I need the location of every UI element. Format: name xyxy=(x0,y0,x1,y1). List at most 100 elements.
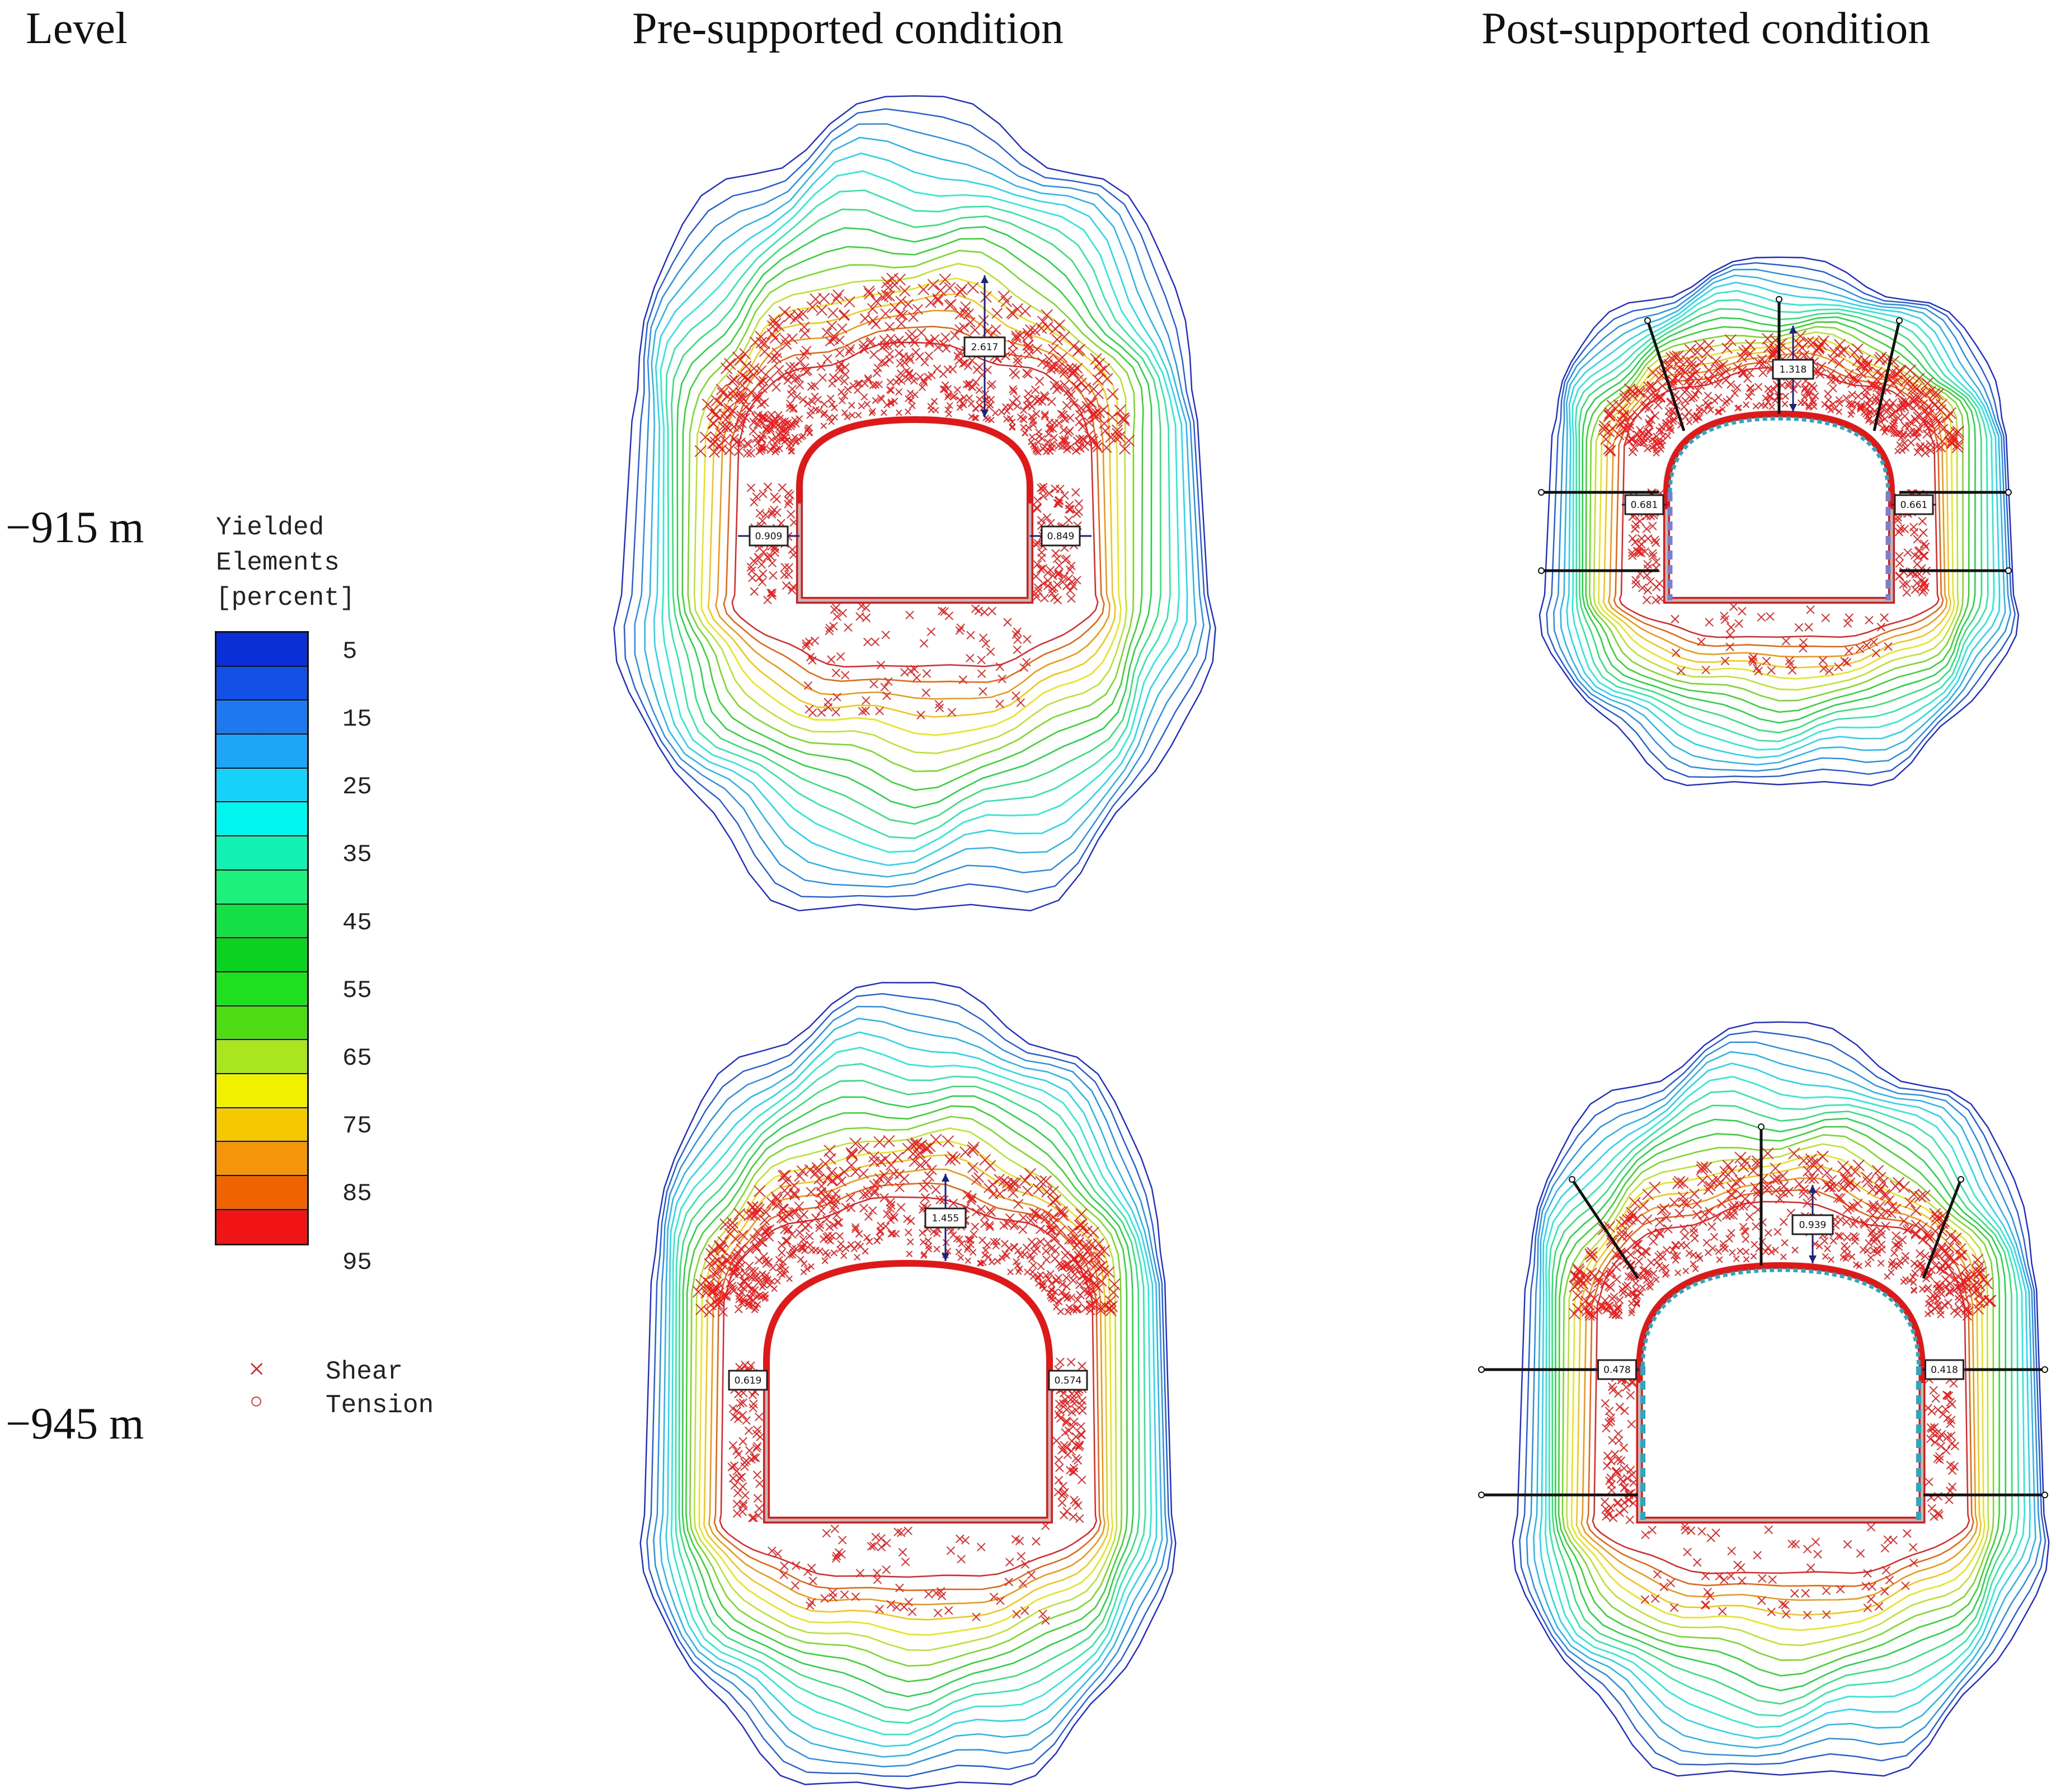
shear-mark xyxy=(704,1306,715,1318)
legend-band-8 xyxy=(217,904,307,939)
shear-mark xyxy=(1934,417,1945,429)
shear-mark xyxy=(1848,1201,1859,1211)
shear-mark xyxy=(695,1304,707,1315)
shear-mark xyxy=(944,1606,953,1615)
shear-mark xyxy=(1672,350,1684,363)
shear-mark xyxy=(1613,1455,1622,1464)
shear-mark xyxy=(739,348,751,360)
shear-mark xyxy=(956,396,963,404)
shear-mark xyxy=(1029,433,1036,440)
shear-mark xyxy=(943,365,952,374)
shear-mark xyxy=(1733,383,1742,392)
shear-mark xyxy=(1584,1300,1595,1311)
shear-mark xyxy=(1911,1205,1922,1216)
shear-mark xyxy=(1057,1210,1069,1221)
right-depth-box xyxy=(1048,1370,1088,1391)
shear-mark xyxy=(783,1236,792,1245)
shear-mark xyxy=(754,1301,761,1308)
shear-mark xyxy=(1119,443,1131,455)
shear-mark xyxy=(905,610,914,620)
shear-mark xyxy=(1082,1246,1093,1257)
shear-mark xyxy=(1105,1305,1117,1316)
shear-mark xyxy=(892,1151,904,1163)
shear-mark xyxy=(1089,1252,1100,1263)
shear-mark xyxy=(730,1481,740,1490)
shear-mark xyxy=(1893,1177,1904,1189)
shear-mark xyxy=(885,355,894,364)
shear-mark xyxy=(1076,377,1087,388)
shear-mark xyxy=(1042,1255,1051,1264)
shear-mark xyxy=(1088,435,1099,446)
shear-mark xyxy=(1724,334,1737,346)
shear-mark xyxy=(1039,391,1049,400)
shear-mark xyxy=(860,313,871,324)
shear-mark xyxy=(755,337,768,349)
shear-mark xyxy=(1601,1504,1610,1513)
shear-mark xyxy=(736,1244,746,1254)
shear-mark xyxy=(895,309,906,320)
shear-mark xyxy=(980,291,992,303)
contour-ring-8 xyxy=(676,226,1152,809)
shear-mark xyxy=(1758,401,1765,408)
shear-mark xyxy=(1929,1208,1941,1220)
shear-mark xyxy=(811,382,819,390)
shear-mark xyxy=(1726,396,1734,403)
shear-mark xyxy=(1933,1454,1942,1463)
legend-band-12 xyxy=(217,1040,307,1074)
shear-mark xyxy=(759,569,768,578)
shear-mark xyxy=(1733,1255,1740,1262)
shear-mark xyxy=(1022,657,1031,667)
shear-mark xyxy=(1652,538,1660,547)
shear-mark xyxy=(930,334,940,344)
shear-mark xyxy=(1602,1512,1611,1521)
shear-mark xyxy=(738,1482,747,1491)
shear-mark xyxy=(1849,1220,1859,1229)
shear-mark xyxy=(1692,1210,1702,1220)
shear-mark xyxy=(975,363,984,371)
shear-mark xyxy=(1884,1273,1890,1280)
roof-depth-box xyxy=(1772,359,1814,380)
shear-mark xyxy=(803,1220,813,1229)
contour-ring-4 xyxy=(1539,1062,2031,1739)
shear-mark xyxy=(1017,1552,1025,1561)
shear-mark xyxy=(1020,1560,1030,1569)
shear-mark xyxy=(1036,565,1045,574)
shear-mark xyxy=(1720,615,1730,624)
shear-mark xyxy=(753,411,763,420)
shear-mark xyxy=(1930,1423,1939,1432)
legend-tick-35: 35 xyxy=(342,841,372,869)
shear-mark xyxy=(877,358,886,366)
shear-mark xyxy=(1634,387,1646,398)
shear-mark xyxy=(1888,378,1898,388)
shear-mark xyxy=(1037,357,1047,368)
shear-mark xyxy=(1653,449,1660,457)
contour-ring-3 xyxy=(1533,1051,2036,1749)
shear-mark xyxy=(1921,442,1930,451)
shear-mark xyxy=(1065,1304,1074,1312)
shear-mark xyxy=(751,1207,763,1219)
shear-mark xyxy=(910,377,918,385)
shear-mark xyxy=(1603,1461,1612,1470)
shear-mark xyxy=(704,1258,716,1270)
shear-mark xyxy=(1077,1430,1086,1439)
shear-mark xyxy=(1019,305,1031,317)
shear-mark xyxy=(1812,392,1819,400)
shear-mark xyxy=(1586,1267,1597,1278)
shear-mark xyxy=(1943,1414,1952,1423)
shear-mark xyxy=(785,362,796,372)
shear-mark xyxy=(1692,1266,1699,1272)
shear-mark xyxy=(1677,666,1686,675)
shear-mark xyxy=(1679,1224,1688,1233)
shear-mark xyxy=(1088,408,1099,420)
shear-mark xyxy=(1696,356,1707,368)
shear-mark xyxy=(788,1207,798,1217)
shear-mark xyxy=(1698,1217,1707,1226)
shear-mark xyxy=(967,281,979,294)
shear-mark xyxy=(1895,559,1904,568)
shear-mark xyxy=(845,1147,858,1159)
shear-mark xyxy=(1952,426,1964,438)
shear-mark xyxy=(879,335,889,345)
shear-mark xyxy=(860,393,868,401)
shear-mark xyxy=(1682,413,1689,421)
shear-mark xyxy=(1867,1184,1879,1195)
